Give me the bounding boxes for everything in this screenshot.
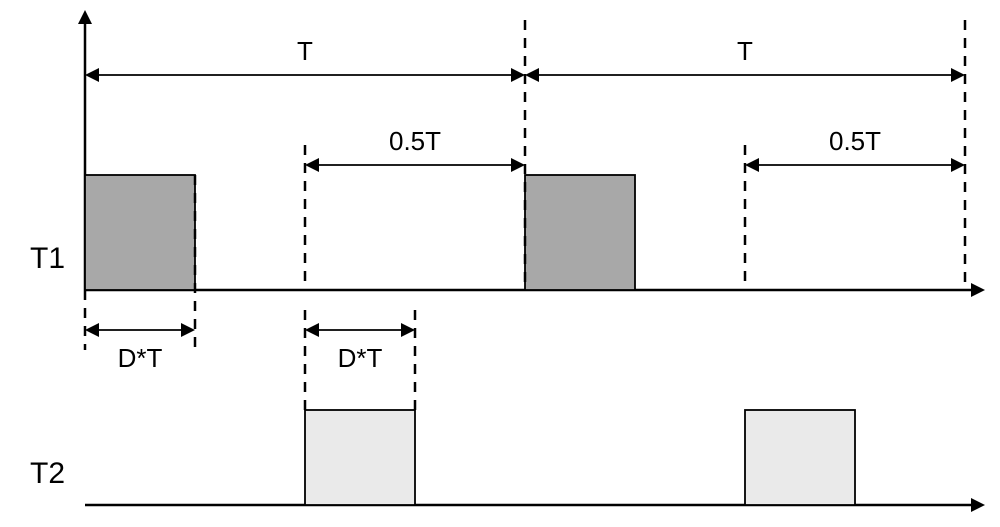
label-halfT-2: 0.5T: [829, 126, 881, 156]
label-halfT-1: 0.5T: [389, 126, 441, 156]
label-T2: T2: [30, 457, 65, 490]
label-DT-2: D*T: [338, 343, 383, 373]
label-T-1: T: [297, 36, 313, 66]
t1-pulse-1: [525, 175, 635, 290]
label-T-2: T: [737, 36, 753, 66]
t2-pulse-1: [745, 410, 855, 505]
label-T1: T1: [30, 242, 65, 275]
label-DT-1: D*T: [118, 343, 163, 373]
t1-pulse-0: [85, 175, 195, 290]
t2-pulse-0: [305, 410, 415, 505]
